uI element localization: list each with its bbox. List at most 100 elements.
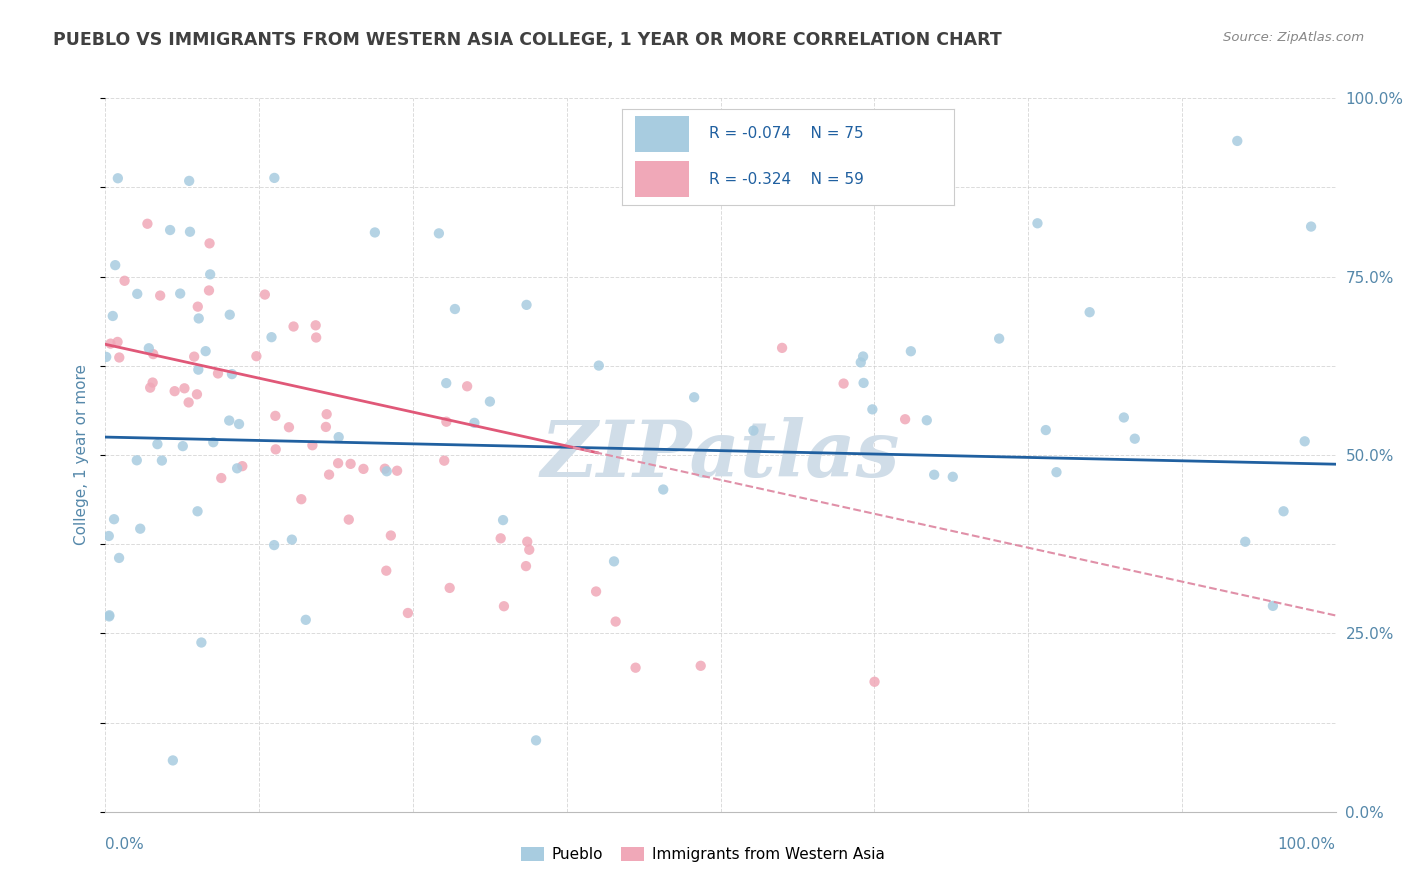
- Point: [159, 223, 181, 237]
- Point: [434, 415, 457, 429]
- Point: [108, 351, 131, 365]
- Point: [894, 412, 917, 426]
- Point: [107, 334, 129, 349]
- Point: [179, 225, 201, 239]
- Point: [1234, 534, 1257, 549]
- Point: [478, 394, 501, 409]
- Point: [652, 483, 675, 497]
- Text: Source: ZipAtlas.com: Source: ZipAtlas.com: [1223, 31, 1364, 45]
- Point: [318, 467, 340, 482]
- Point: [444, 301, 467, 316]
- Point: [129, 522, 152, 536]
- Point: [149, 288, 172, 302]
- Point: [427, 227, 450, 241]
- Point: [1272, 504, 1295, 518]
- Point: [173, 381, 195, 395]
- Point: [515, 298, 537, 312]
- Point: [101, 309, 124, 323]
- Point: [942, 470, 965, 484]
- Point: [489, 532, 512, 546]
- Point: [127, 286, 149, 301]
- Text: ZIPatlas: ZIPatlas: [541, 417, 900, 493]
- Point: [264, 442, 287, 457]
- Point: [585, 584, 607, 599]
- Point: [860, 402, 883, 417]
- Point: [98, 608, 121, 623]
- Point: [260, 330, 283, 344]
- Point: [198, 236, 221, 251]
- Text: 100.0%: 100.0%: [1278, 838, 1336, 852]
- Point: [849, 355, 872, 369]
- Point: [353, 462, 375, 476]
- Point: [163, 384, 186, 399]
- Point: [456, 379, 478, 393]
- Point: [1123, 432, 1146, 446]
- Point: [605, 615, 627, 629]
- Point: [374, 461, 396, 475]
- Point: [337, 513, 360, 527]
- Point: [1301, 219, 1323, 234]
- Point: [516, 534, 538, 549]
- Point: [364, 226, 387, 240]
- Point: [187, 300, 209, 314]
- Point: [278, 420, 301, 434]
- Point: [263, 538, 285, 552]
- Point: [1035, 423, 1057, 437]
- Point: [150, 453, 173, 467]
- Point: [209, 471, 232, 485]
- Point: [190, 635, 212, 649]
- Point: [263, 170, 285, 185]
- Point: [328, 430, 350, 444]
- Point: [226, 461, 249, 475]
- Point: [162, 753, 184, 767]
- Point: [104, 258, 127, 272]
- Point: [107, 171, 129, 186]
- Point: [439, 581, 461, 595]
- Point: [515, 559, 537, 574]
- Point: [100, 336, 122, 351]
- Point: [588, 359, 610, 373]
- Point: [463, 416, 485, 430]
- Point: [283, 319, 305, 334]
- Text: R = -0.324    N = 59: R = -0.324 N = 59: [709, 171, 863, 186]
- Text: PUEBLO VS IMMIGRANTS FROM WESTERN ASIA COLLEGE, 1 YEAR OR MORE CORRELATION CHART: PUEBLO VS IMMIGRANTS FROM WESTERN ASIA C…: [53, 31, 1002, 49]
- Point: [396, 606, 419, 620]
- Point: [305, 318, 328, 333]
- Point: [183, 350, 205, 364]
- Point: [142, 376, 165, 390]
- Point: [264, 409, 287, 423]
- Point: [305, 330, 328, 344]
- Point: [301, 438, 323, 452]
- Point: [186, 387, 208, 401]
- Point: [1294, 434, 1316, 449]
- Point: [524, 733, 547, 747]
- Point: [218, 413, 240, 427]
- Point: [315, 420, 337, 434]
- Point: [103, 512, 125, 526]
- Point: [922, 467, 945, 482]
- Point: [97, 529, 120, 543]
- Point: [1226, 134, 1249, 148]
- Point: [1261, 599, 1284, 613]
- Point: [315, 407, 337, 421]
- Point: [434, 376, 457, 391]
- Point: [852, 376, 875, 390]
- Point: [294, 613, 316, 627]
- Point: [228, 417, 250, 431]
- Point: [770, 341, 793, 355]
- Point: [186, 504, 208, 518]
- Point: [202, 435, 225, 450]
- Point: [433, 453, 456, 467]
- Point: [207, 367, 229, 381]
- Point: [138, 341, 160, 355]
- Point: [1026, 216, 1049, 230]
- Bar: [636, 161, 689, 197]
- Point: [98, 609, 121, 624]
- Point: [108, 550, 131, 565]
- Point: [326, 456, 349, 470]
- Point: [742, 424, 765, 438]
- Point: [339, 457, 361, 471]
- Point: [624, 661, 647, 675]
- Point: [915, 413, 938, 427]
- Point: [187, 311, 209, 326]
